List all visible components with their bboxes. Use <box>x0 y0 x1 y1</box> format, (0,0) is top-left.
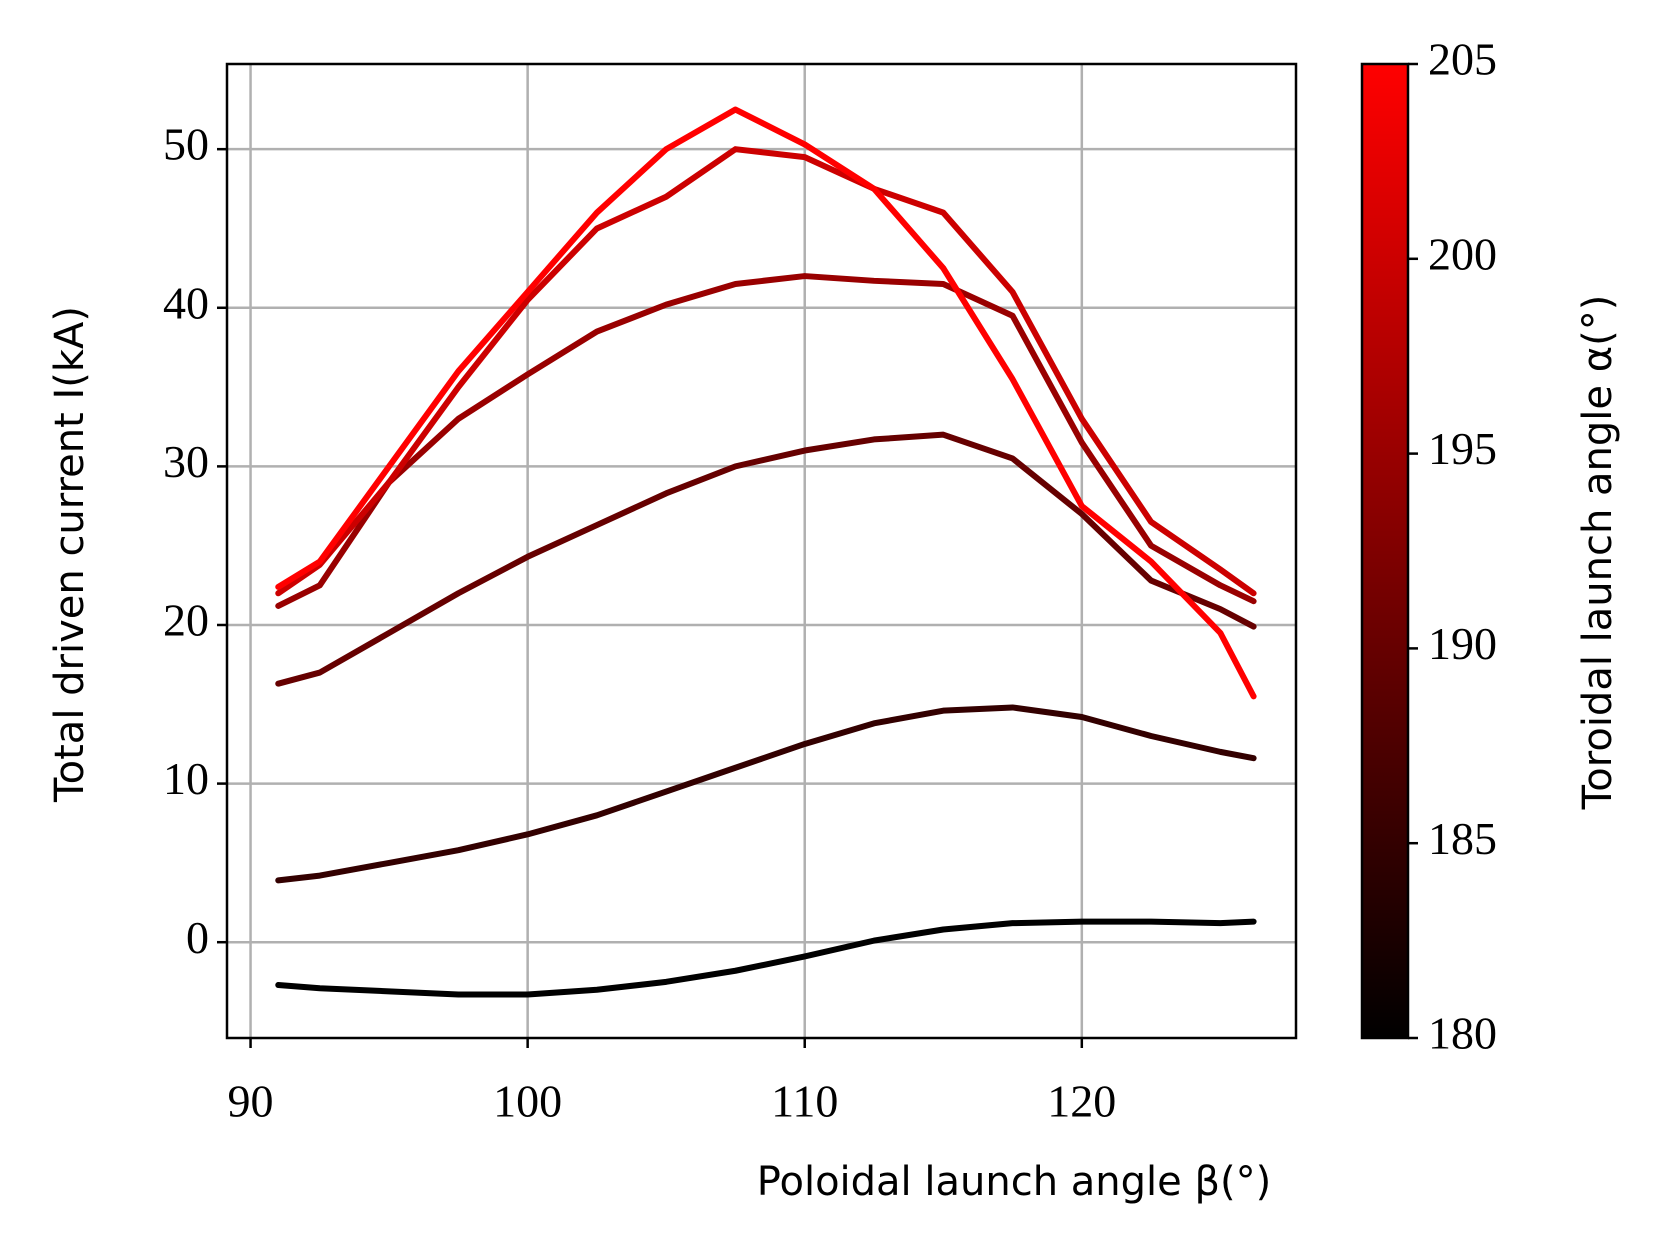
colorbar-tick-label: 190 <box>1428 618 1497 669</box>
colorbar <box>1360 62 1410 1040</box>
plot-frame <box>225 62 1298 1040</box>
colorbar-tick-label: 205 <box>1428 34 1497 85</box>
x-tick-label: 90 <box>228 1076 274 1127</box>
series-line <box>275 146 1257 597</box>
colorbar-tick-label: 195 <box>1428 423 1497 474</box>
y-tick-label: 40 <box>163 277 209 328</box>
x-tick-label: 100 <box>493 1076 562 1127</box>
colorbar-tick-label: 200 <box>1428 228 1497 279</box>
y-tick-label: 20 <box>163 595 209 646</box>
series-line <box>275 918 1257 998</box>
y-tick-label: 0 <box>186 912 209 963</box>
y-tick-label: 50 <box>163 119 209 170</box>
colorbar-tick-label: 180 <box>1428 1008 1497 1059</box>
x-tick-label: 120 <box>1047 1076 1116 1127</box>
y-axis-label: Total driven current I(kA) <box>47 306 93 803</box>
x-axis-label: Poloidal launch angle β(°) <box>757 1159 1271 1205</box>
series-line <box>275 106 1257 700</box>
colorbar-label: Toroidal launch angle α(°) <box>1575 295 1621 811</box>
y-tick-label: 30 <box>163 436 209 487</box>
y-tick-label: 10 <box>163 753 209 804</box>
series-line <box>275 431 1257 687</box>
colorbar-tick-label: 185 <box>1428 813 1497 864</box>
series-line <box>275 273 1257 609</box>
series-line <box>275 704 1257 884</box>
x-tick-label: 110 <box>771 1076 838 1127</box>
